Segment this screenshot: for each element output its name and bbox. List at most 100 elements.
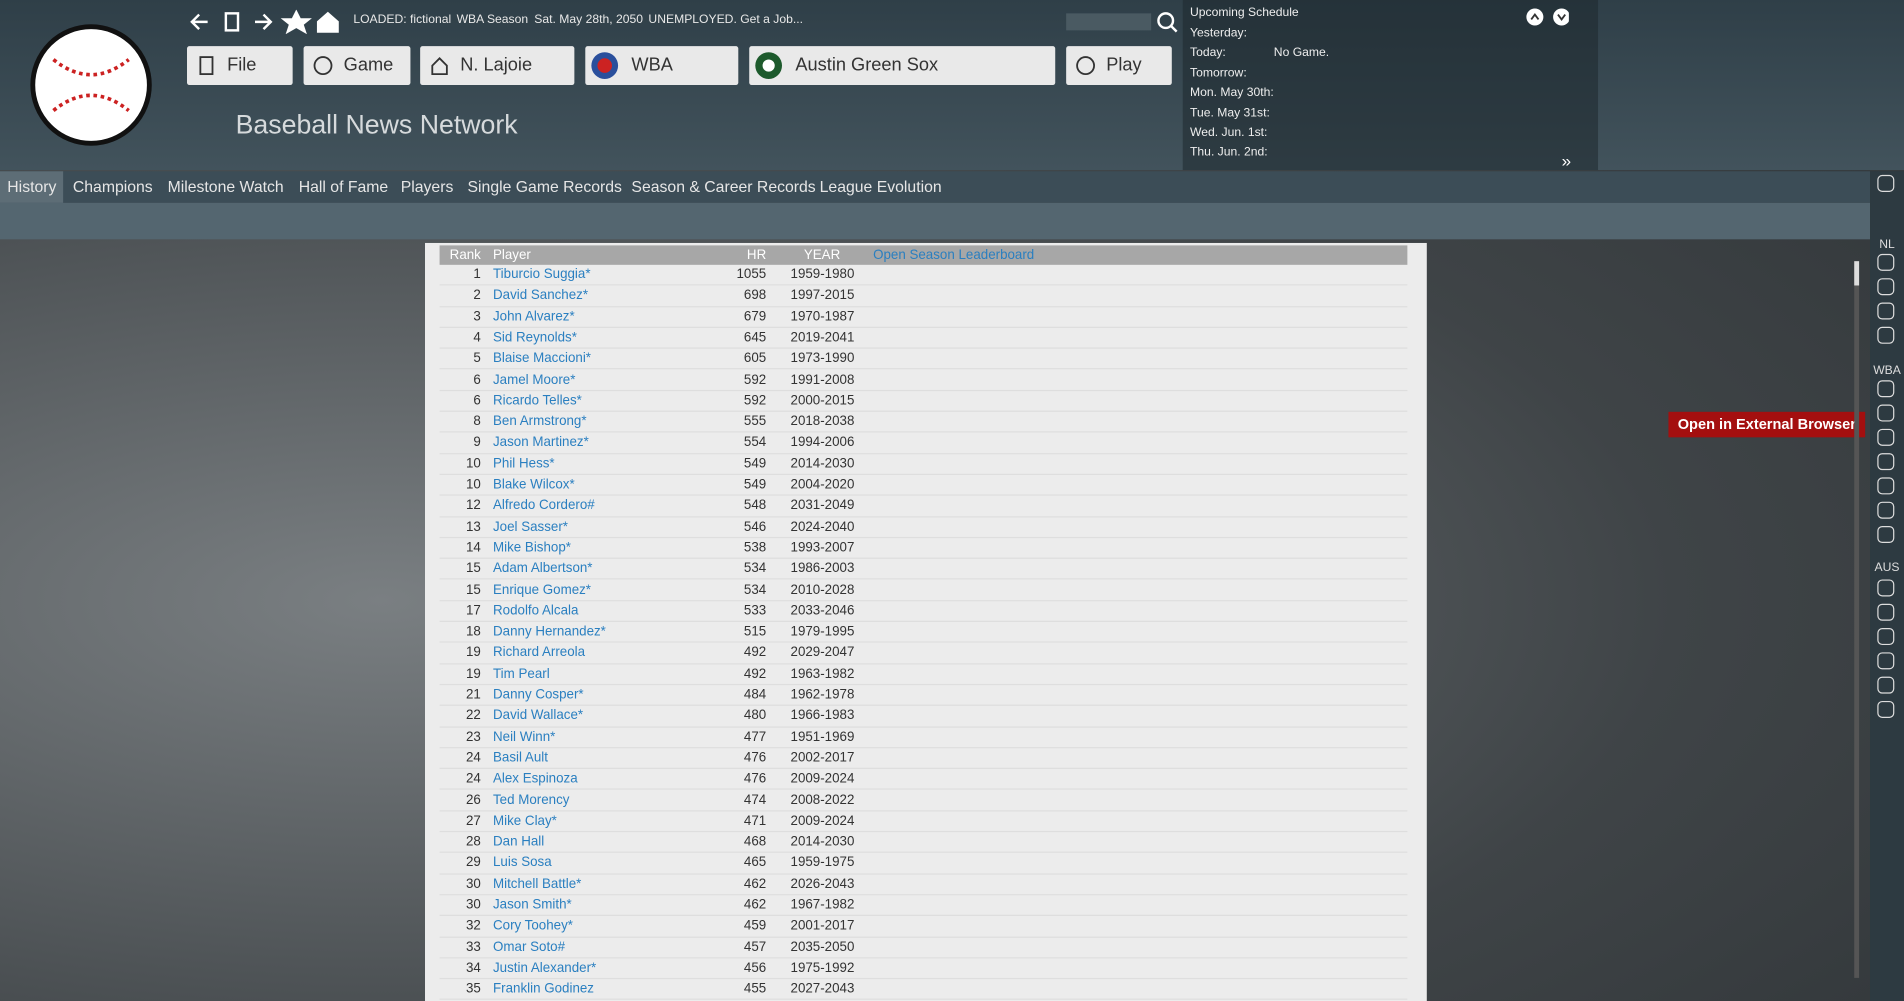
sidebar-icon[interactable] [1877,380,1895,398]
league-button[interactable]: WBA [585,46,739,86]
search-box[interactable] [1066,13,1152,31]
player-link[interactable]: Adam Albertson* [493,561,593,577]
years: 1997-2015 [790,288,855,303]
sidebar-icon[interactable] [1877,676,1895,694]
player-link[interactable]: Rodolfo Alcala [493,603,579,619]
tab[interactable]: League Evolution [819,177,942,196]
player-link[interactable]: Danny Hernandez* [493,624,606,640]
sidebar-icon[interactable] [1877,174,1895,192]
sidebar-icon[interactable] [1877,302,1895,320]
rank: 6 [473,393,481,408]
label: Austin Green Sox [795,54,939,76]
player-link[interactable]: Cory Toohey* [493,918,573,934]
tab[interactable]: Players [400,177,454,196]
player-link[interactable]: Mitchell Battle* [493,876,582,892]
play-button[interactable]: Play [1066,46,1172,86]
player-link[interactable]: Ben Armstrong* [493,414,587,429]
rank: 3 [473,309,481,324]
player-link[interactable]: Omar Soto# [493,939,566,955]
tab[interactable]: Hall of Fame [298,177,389,196]
player-link[interactable]: Neil Winn* [493,729,556,745]
player-link[interactable]: John Alvarez* [493,309,575,324]
sidebar-icon[interactable] [1877,278,1895,296]
home-runs: 555 [743,414,767,429]
years: 2031-2049 [790,498,855,514]
sidebar-icon[interactable] [1877,477,1895,495]
player-link[interactable]: Luis Sosa [493,855,552,871]
player-link[interactable]: Phil Hess* [493,456,555,471]
game-button[interactable]: Game [303,46,411,86]
player-link[interactable]: Ted Morency [493,792,570,808]
tab[interactable]: History [0,171,64,203]
tab[interactable]: Champions [72,177,153,196]
schedule-arrows[interactable] [1525,7,1569,26]
player-link[interactable]: Basil Ault [493,750,548,766]
player-link[interactable]: Joel Sasser* [493,519,569,535]
sidebar-icon[interactable] [1877,700,1895,718]
player-link[interactable]: Jamel Moore* [493,372,576,387]
years: 1993-2007 [790,540,855,556]
manager-button[interactable]: N. Lajoie [420,46,575,86]
nav-icons[interactable] [189,9,341,35]
sidebar-icon[interactable] [1877,253,1895,271]
player-link[interactable]: Dan Hall [493,834,545,850]
player-link[interactable]: David Sanchez* [493,288,589,303]
player-link[interactable]: Jason Smith* [493,897,572,913]
table-row: 4 Sid Reynolds* 645 2019-2041 [439,328,1408,349]
years: 2014-2030 [790,456,855,471]
player-link[interactable]: Blaise Maccioni* [493,351,592,366]
scrollbar[interactable] [1854,261,1860,978]
sidebar-icon[interactable] [1877,326,1895,344]
tab[interactable]: Single Game Records [467,177,622,196]
sidebar-icon[interactable] [1877,603,1895,621]
sidebar-icon[interactable] [1877,501,1895,519]
tab[interactable]: Milestone Watch [167,177,284,196]
player-link[interactable]: Blake Wilcox* [493,477,575,492]
table-row: 18 Danny Hernandez* 515 1979-1995 [439,622,1408,644]
sidebar-icon[interactable] [1877,526,1895,544]
sidebar-icon[interactable] [1877,453,1895,471]
player-link[interactable]: Danny Cosper* [493,687,584,703]
years: 1986-2003 [790,561,855,577]
status-job[interactable]: UNEMPLOYED. Get a Job... [648,13,803,27]
player-link[interactable]: Alfredo Cordero# [493,498,595,514]
player-link[interactable]: David Wallace* [493,708,584,724]
table-row: 23 Neil Winn* 477 1951-1969 [439,727,1408,749]
search-icon[interactable] [1156,11,1178,33]
tab[interactable]: Season & Career Records [631,177,816,196]
player-link[interactable]: Enrique Gomez* [493,582,592,598]
home-runs: 549 [743,477,767,492]
leaderboard-panel: Rank Player HR YEAR Open Season Leaderboard … [425,242,1427,1001]
leaderboard-link[interactable]: Open Season Leaderboard [873,247,1035,263]
sidebar-icon[interactable] [1877,428,1895,446]
years: 2009-2024 [790,771,855,787]
table-row: 32 Cory Toohey* 459 2001-2017 [439,916,1408,938]
player-link[interactable]: Justin Alexander* [493,960,597,976]
home-runs: 538 [743,540,767,556]
team-button[interactable]: Austin Green Sox [749,46,1056,86]
player-link[interactable]: Mike Bishop* [493,540,571,556]
rank: 1 [473,267,481,282]
label: WBA [631,54,673,76]
player-link[interactable]: Alex Espinoza [493,771,578,787]
sidebar-icon[interactable] [1877,579,1895,597]
player-link[interactable]: Tim Pearl [493,666,550,682]
player-link[interactable]: Ricardo Telles* [493,393,582,408]
external-browser-button[interactable]: Open in External Browser [1668,411,1866,438]
schedule-day: Today: [1190,46,1226,60]
player-link[interactable]: Richard Arreola [493,645,586,661]
sidebar-icon[interactable] [1877,404,1895,422]
label: File [227,54,257,76]
player-link[interactable]: Jason Martinez* [493,435,589,450]
header: LOADED: fictional WBA Season Sat. May 28… [0,0,1904,171]
file-button[interactable]: File [187,46,293,86]
sidebar-icon[interactable] [1877,628,1895,646]
player-link[interactable]: Sid Reynolds* [493,330,577,345]
player-link[interactable]: Tiburcio Suggia* [493,267,591,282]
expand-icon[interactable]: » [1561,150,1572,171]
sidebar-icon[interactable] [1877,652,1895,670]
player-link[interactable]: Franklin Godinez [493,981,594,997]
years: 2033-2046 [790,603,855,619]
scroll-thumb[interactable] [1854,261,1860,286]
player-link[interactable]: Mike Clay* [493,813,557,829]
